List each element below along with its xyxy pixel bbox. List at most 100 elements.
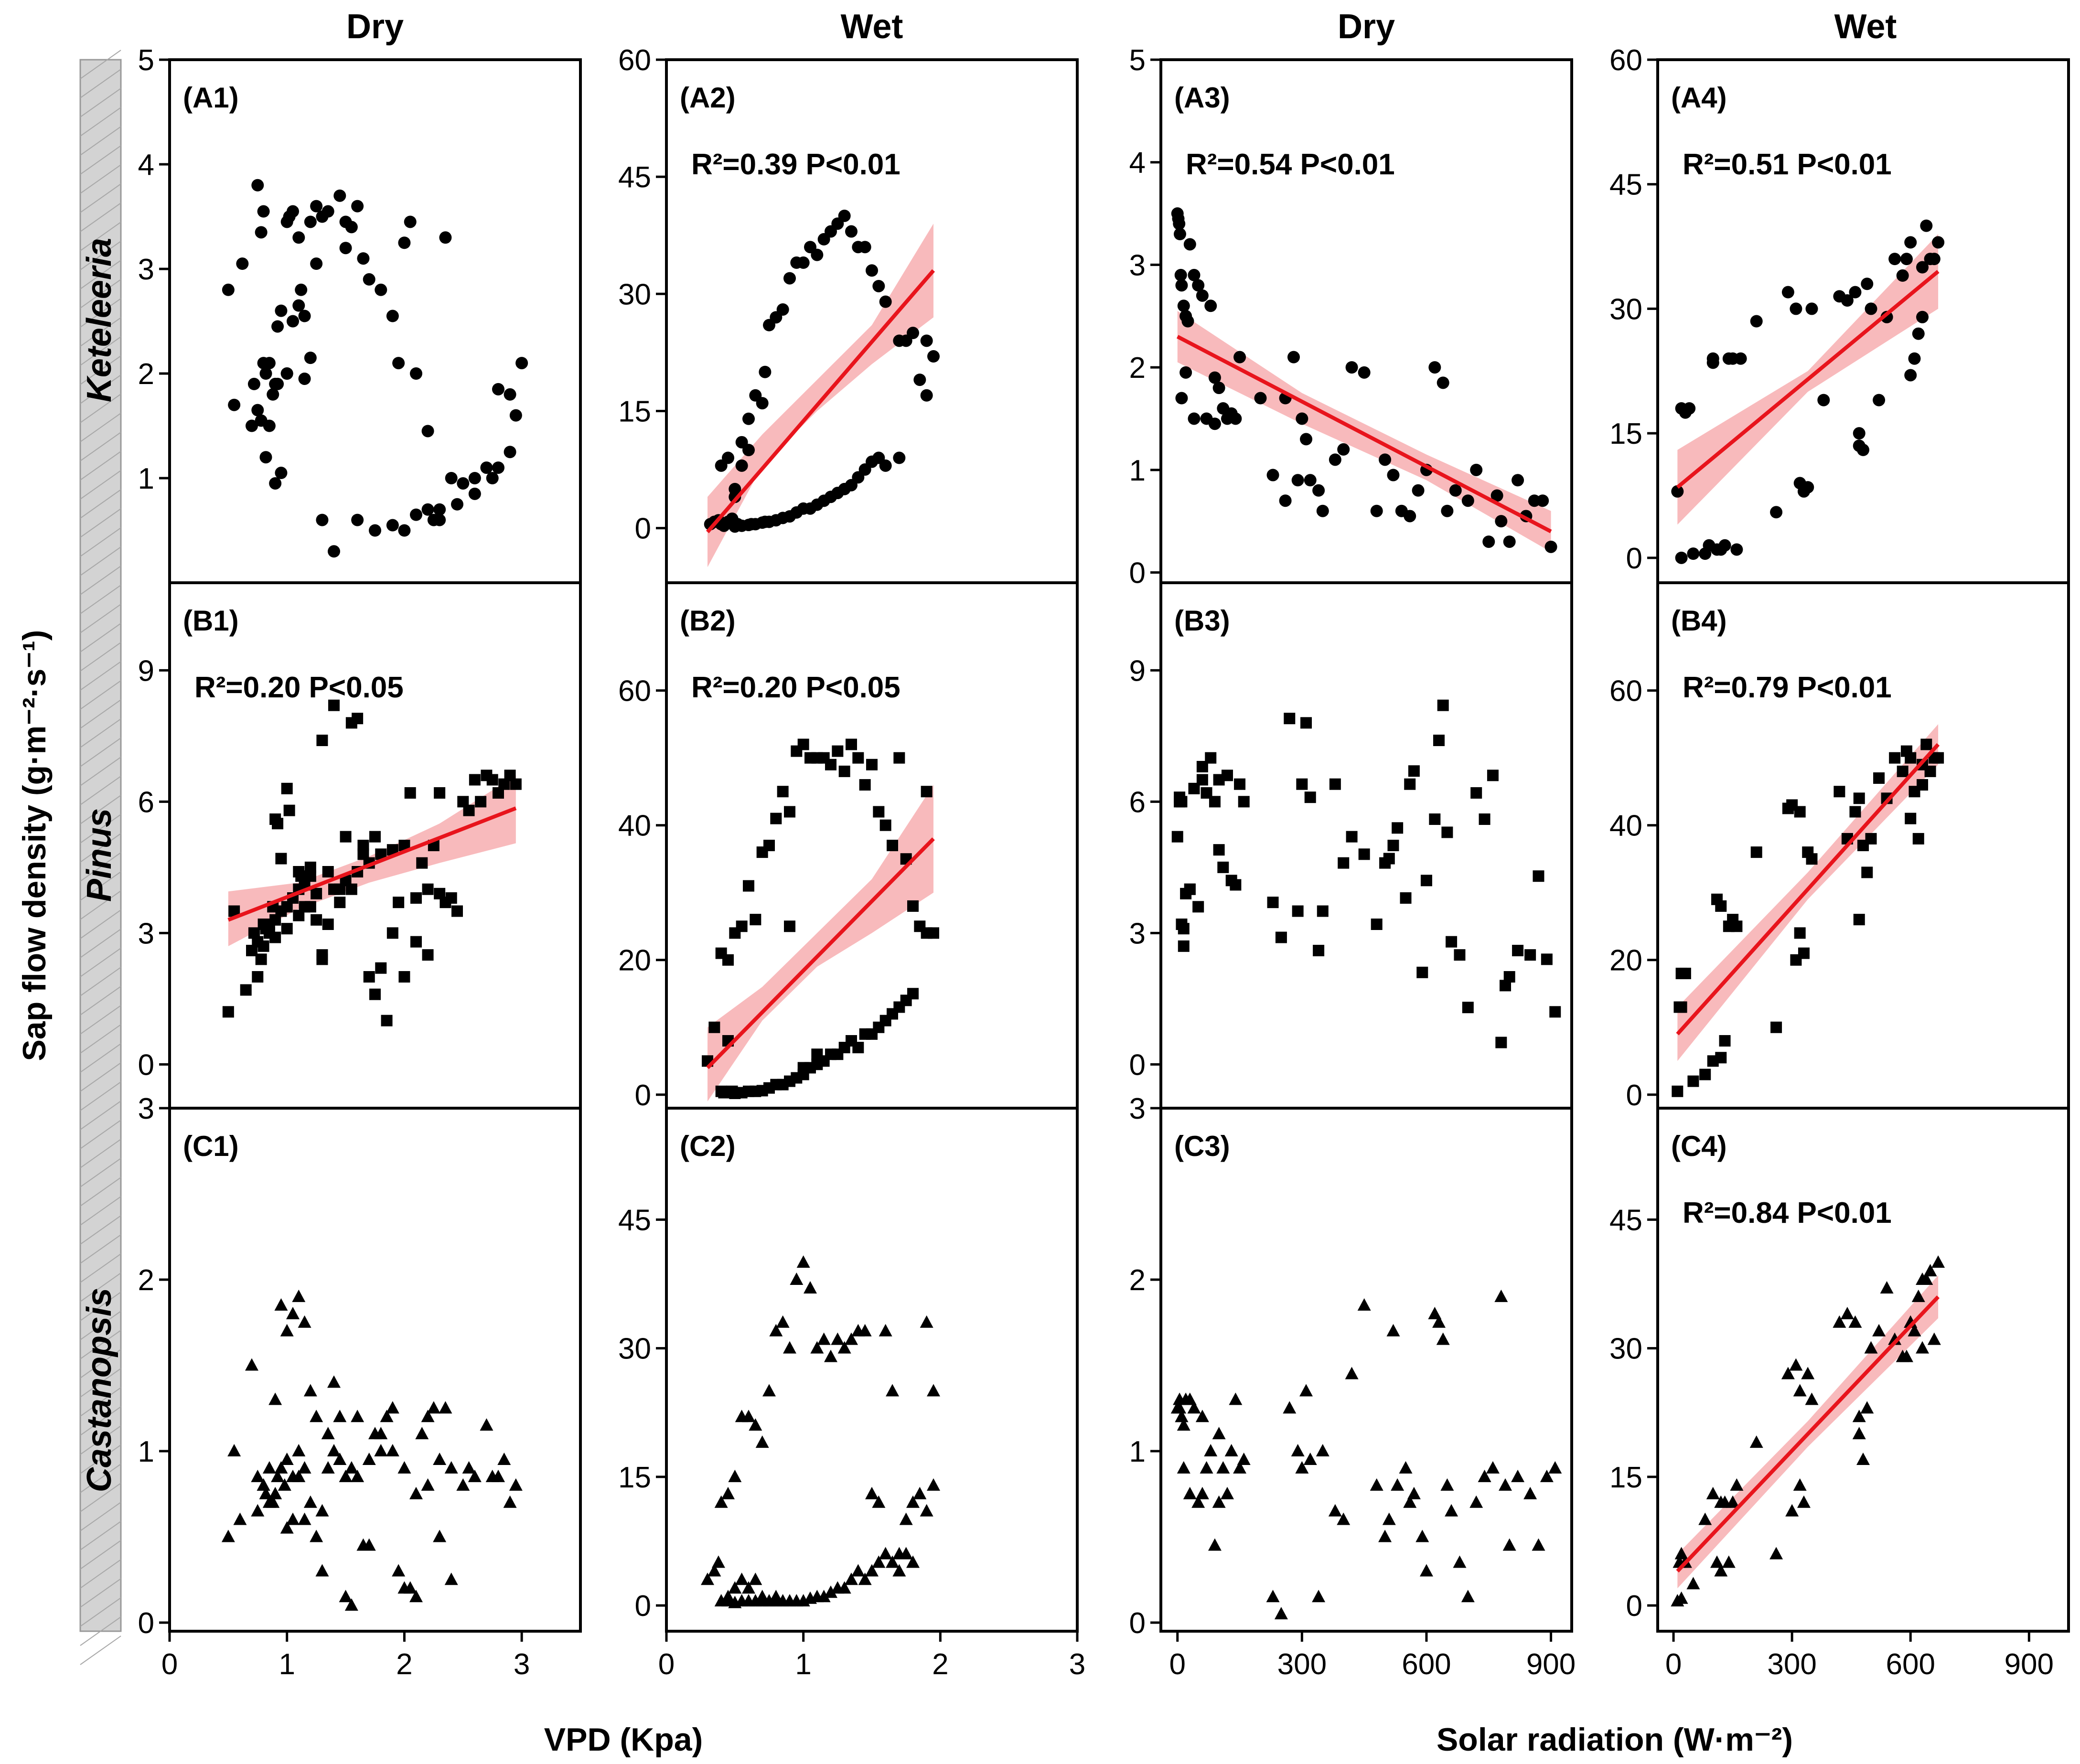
panel-label: (A3): [1174, 82, 1230, 114]
data-point: [416, 857, 428, 869]
data-point: [451, 498, 463, 511]
data-point: [1329, 778, 1341, 790]
data-point: [328, 883, 340, 895]
data-point: [293, 909, 305, 921]
data-point: [797, 256, 810, 269]
band-hatch-line: [80, 909, 121, 939]
data-point: [386, 519, 399, 532]
data-point: [1674, 1547, 1688, 1560]
data-point: [811, 248, 824, 261]
x-tick-label: 900: [2005, 1648, 2054, 1681]
band-hatch-line: [80, 489, 121, 519]
data-point: [1482, 535, 1495, 548]
data-point: [1904, 236, 1917, 249]
panel-label: (A1): [183, 82, 239, 114]
y-tick-label: 2: [138, 358, 154, 391]
data-point: [1453, 1555, 1467, 1568]
data-point: [515, 357, 528, 370]
data-point: [475, 796, 487, 808]
data-point: [1853, 427, 1866, 440]
stats-annotation: R²=0.54 P<0.01: [1186, 148, 1395, 181]
data-point: [1749, 1435, 1763, 1448]
confidence-band: [708, 224, 933, 567]
data-point: [1769, 1547, 1783, 1560]
data-point: [1177, 1418, 1190, 1431]
data-point: [722, 451, 734, 464]
data-point: [275, 304, 288, 317]
panel-label: (A4): [1671, 82, 1727, 114]
band-hatch-line: [80, 107, 121, 137]
data-point: [1841, 294, 1854, 307]
y-tick-label: 2: [138, 1264, 154, 1297]
x-tick-label: 600: [1886, 1648, 1935, 1681]
data-point: [245, 1358, 258, 1371]
data-point: [825, 759, 836, 770]
data-point: [1675, 551, 1688, 564]
data-point: [1212, 1427, 1226, 1440]
data-point: [1908, 352, 1921, 365]
data-point: [893, 752, 905, 764]
data-point: [729, 482, 741, 495]
data-point: [327, 1375, 341, 1388]
data-point: [1931, 1255, 1945, 1268]
band-hatch-line: [80, 183, 121, 213]
data-point: [865, 1486, 879, 1499]
data-point: [759, 365, 772, 378]
data-point: [1175, 392, 1188, 405]
data-point: [268, 1392, 282, 1405]
data-point: [434, 787, 446, 799]
data-point: [1470, 463, 1483, 476]
data-point: [1687, 547, 1700, 560]
data-point: [1675, 402, 1688, 415]
stats-annotation: R²=0.39 P<0.01: [691, 148, 901, 181]
band-hatch-line: [80, 833, 121, 863]
data-point: [921, 786, 933, 798]
data-point: [1187, 1401, 1201, 1414]
data-point: [742, 412, 755, 425]
band-hatch-line: [80, 69, 121, 98]
band-hatch-line: [80, 527, 121, 557]
y-tick-label: 4: [1129, 147, 1146, 180]
x-axis-title-vpd: VPD (Kpa): [544, 1721, 703, 1758]
data-point: [851, 1564, 865, 1577]
y-tick-label: 3: [1129, 249, 1146, 282]
data-point: [252, 936, 264, 948]
data-point: [255, 953, 267, 965]
panel-label: (C1): [183, 1130, 239, 1162]
data-point: [845, 225, 858, 238]
band-hatch-line: [80, 470, 121, 500]
data-point: [1196, 774, 1208, 786]
data-point: [339, 1469, 353, 1482]
y-tick-label: 60: [618, 44, 651, 77]
data-point: [369, 524, 381, 537]
panel-label: (B1): [183, 605, 239, 637]
data-point: [906, 1555, 920, 1568]
data-point: [1889, 752, 1901, 764]
band-hatch-line: [80, 795, 121, 824]
y-tick-label: 3: [138, 1092, 154, 1125]
data-point: [1524, 949, 1536, 961]
data-point: [351, 200, 364, 213]
data-point: [1503, 535, 1516, 548]
y-tick-label: 5: [1129, 44, 1146, 77]
data-point: [1191, 1495, 1205, 1508]
data-point: [900, 334, 912, 347]
data-point: [1445, 1504, 1458, 1517]
data-point: [444, 1461, 458, 1474]
data-point: [1287, 351, 1300, 363]
data-point: [858, 1324, 872, 1336]
data-point: [838, 209, 851, 222]
data-point: [298, 1512, 311, 1525]
data-point: [879, 1547, 892, 1560]
data-point: [1299, 1384, 1313, 1397]
data-point: [322, 919, 334, 930]
data-point: [783, 272, 796, 285]
row-label-keteleeria: Keteleeria: [80, 238, 118, 402]
y-tick-label: 15: [618, 1461, 651, 1494]
data-point: [887, 840, 898, 851]
data-point: [251, 1504, 265, 1517]
band-hatch-line: [80, 776, 121, 805]
band-hatch-line: [80, 1292, 121, 1321]
data-point: [797, 1062, 809, 1074]
confidence-band: [708, 785, 933, 1101]
